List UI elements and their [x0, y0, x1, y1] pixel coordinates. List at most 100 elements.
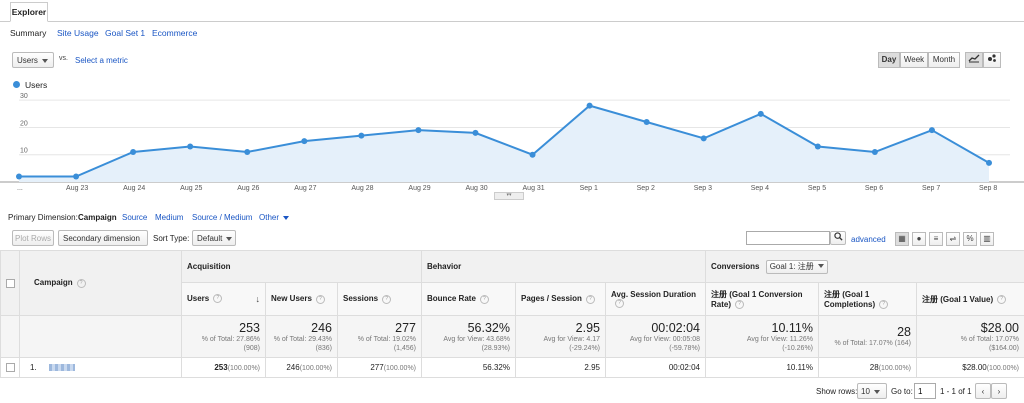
sessions-total: 277% of Total: 19.02% (1,456) [337, 315, 422, 358]
data-table-icon[interactable]: ▦ [895, 232, 909, 246]
total-subtext: Avg for View: 4.17 [543, 335, 600, 343]
data-point[interactable] [130, 149, 137, 155]
data-point[interactable] [700, 135, 707, 142]
conversions-label: Conversions [711, 261, 760, 271]
prev-page-button[interactable]: ‹ [975, 383, 991, 399]
data-point[interactable] [586, 102, 593, 109]
performance-icon[interactable]: ≡ [929, 232, 943, 246]
cell-percent: (100.00%) [227, 365, 260, 372]
goal1-conversion-rate-header[interactable]: 注册 (Goal 1 Conversion Rate)? [705, 282, 819, 316]
data-point[interactable] [244, 149, 251, 155]
comparison-icon[interactable]: ⇌ [946, 232, 960, 246]
goto-label: Go to: [891, 387, 913, 396]
subtab-summary[interactable]: Summary [10, 28, 47, 38]
week-button[interactable]: Week [900, 52, 928, 68]
data-point[interactable] [928, 127, 935, 134]
x-tick-label: Sep 8 [979, 185, 997, 192]
next-page-button[interactable]: › [991, 383, 1007, 399]
data-point[interactable] [187, 143, 194, 150]
dimension-source-medium[interactable]: Source / Medium [192, 213, 253, 222]
x-tick-label: ... [17, 185, 23, 192]
x-tick-label: Aug 23 [66, 185, 88, 192]
cell-value: 2.95 [584, 363, 600, 372]
motion-chart-icon[interactable] [983, 52, 1001, 68]
help-icon: ? [76, 278, 86, 288]
subtab-ecommerce[interactable]: Ecommerce [152, 28, 198, 38]
data-point[interactable] [301, 138, 308, 145]
data-point[interactable] [529, 151, 536, 158]
total-value: 277 [395, 320, 416, 335]
x-tick-label: Sep 1 [580, 185, 598, 192]
search-icon[interactable] [830, 231, 846, 245]
dimension-source[interactable]: Source [122, 213, 148, 222]
x-tick-label: Aug 28 [351, 185, 373, 192]
new-users-cell: 246(100.00%) [265, 357, 338, 378]
goto-input[interactable] [914, 383, 936, 399]
select-all-checkbox[interactable] [6, 278, 15, 288]
secondary-dimension-dropdown[interactable]: Secondary dimension [58, 230, 148, 257]
row-checkbox[interactable] [6, 363, 15, 372]
pages-per-session-header[interactable]: Pages / Session? [515, 282, 606, 316]
show-rows-label: Show rows: [816, 387, 858, 396]
data-point[interactable] [986, 159, 992, 166]
goal1-value-header[interactable]: 注册 (Goal 1 Value)? [915, 282, 1024, 316]
chart-resize-handle[interactable]: ▾▾ [494, 192, 524, 200]
dimension-campaign[interactable]: Campaign [78, 213, 117, 222]
show-rows-dropdown[interactable]: 10 [857, 383, 887, 399]
total-value: 10.11% [771, 320, 813, 335]
metric-dropdown-label: Users [17, 56, 38, 65]
day-button[interactable]: Day [878, 52, 900, 68]
data-point[interactable] [757, 110, 764, 117]
data-point[interactable] [358, 132, 365, 139]
bounce-rate-header[interactable]: Bounce Rate? [421, 282, 516, 316]
goal1-completions-cell: 28(100.00%) [818, 357, 917, 378]
users-cell: 253(100.00%) [181, 357, 266, 378]
total-subtext-2: (-59.78%) [669, 344, 700, 352]
dimension-other[interactable]: Other [259, 213, 290, 222]
x-tick-label: Aug 30 [465, 185, 487, 192]
advanced-link[interactable]: advanced [851, 235, 886, 244]
total-subtext-2: (-29.24%) [569, 344, 600, 352]
goal1-completions-header[interactable]: 注册 (Goal 1 Completions)? [818, 282, 917, 316]
data-point[interactable] [73, 173, 80, 180]
metric-dropdown[interactable]: Users [12, 52, 54, 68]
avg-session-duration-header[interactable]: Avg. Session Duration? [605, 282, 706, 316]
data-point[interactable] [643, 119, 650, 125]
pie-chart-icon[interactable]: ● [912, 232, 926, 246]
avg-session-duration-cell: 00:02:04 [605, 357, 706, 378]
x-tick-label: Sep 2 [637, 185, 655, 192]
show-rows-value: 10 [861, 387, 870, 396]
select-metric-link[interactable]: Select a metric [75, 56, 128, 65]
goal-selector-dropdown[interactable]: Goal 1: 注册 [765, 259, 828, 274]
row-index: 1. [30, 363, 37, 372]
term-cloud-icon[interactable]: % [963, 232, 977, 246]
sessions-header[interactable]: Sessions? [337, 282, 422, 316]
sessions-header-label: Sessions [343, 294, 379, 304]
users-header[interactable]: Users? ↓ [181, 282, 266, 316]
month-button[interactable]: Month [928, 52, 960, 68]
bounce-rate-total: 56.32% Avg for View: 43.68% (28.93%) [421, 315, 516, 358]
pivot-icon[interactable]: ▥ [980, 232, 994, 246]
plot-rows-button[interactable]: Plot Rows [12, 230, 54, 246]
sort-type-dropdown[interactable]: Default [192, 230, 236, 246]
dimension-medium[interactable]: Medium [155, 213, 184, 222]
data-point[interactable] [16, 173, 22, 180]
redacted-campaign-link[interactable] [48, 364, 75, 372]
chevron-down-icon [873, 389, 880, 394]
subtab-site-usage[interactable]: Site Usage [57, 28, 99, 38]
users-line-chart: 10 20 30... Aug 23 Aug 24 Aug 25 Aug 26 Aug 27 A… [0, 93, 1024, 192]
data-point[interactable] [415, 127, 422, 134]
goal1-completions-total: 28% of Total: 17.07% (164) [818, 315, 917, 358]
subtab-goal-set-1[interactable]: Goal Set 1 [105, 28, 146, 38]
table-search-input[interactable] [746, 231, 830, 245]
data-point[interactable] [871, 149, 878, 155]
total-subtext: Avg for View: 11.26% [746, 335, 813, 343]
line-chart-icon[interactable] [965, 52, 983, 68]
users-total: 253% of Total: 27.86% (908) [181, 315, 266, 358]
tab-explorer[interactable]: Explorer [10, 2, 48, 22]
data-point[interactable] [472, 129, 479, 136]
campaign-header[interactable]: Campaign? [19, 250, 182, 316]
new-users-header[interactable]: New Users? [265, 282, 338, 316]
data-point[interactable] [814, 143, 821, 150]
total-subtext: Avg for View: 43.68% [443, 335, 510, 343]
